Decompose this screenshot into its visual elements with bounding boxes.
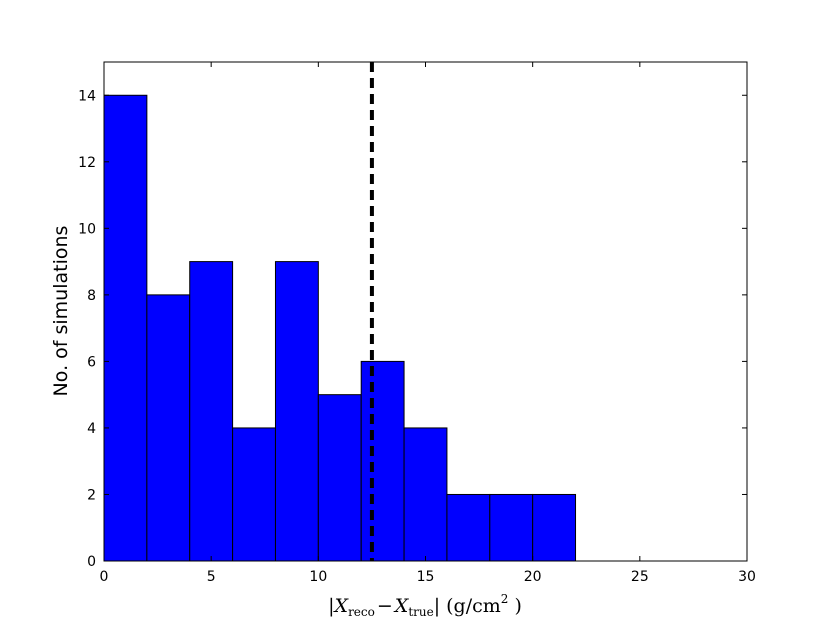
x-tick-label: 30 — [738, 569, 756, 585]
y-tick-label: 6 — [87, 354, 96, 370]
x-axis-title-symbol-1: X — [333, 595, 350, 617]
x-axis-title-subscript-1: reco — [348, 605, 375, 619]
x-tick-label: 20 — [524, 569, 542, 585]
y-tick-label: 0 — [87, 554, 96, 570]
y-tick-label: 4 — [87, 421, 96, 437]
histogram-bar — [317, 394, 362, 562]
y-tick-label: 8 — [87, 288, 96, 304]
histogram-bar — [274, 261, 319, 562]
histogram-bar — [403, 427, 448, 562]
histogram-bar — [360, 360, 405, 562]
x-tick-label: 25 — [631, 569, 649, 585]
x-axis-title-minus: − — [377, 595, 393, 617]
histogram-bar — [189, 261, 234, 562]
x-axis-title-subscript-2: true — [408, 605, 433, 619]
histogram-bar — [532, 493, 577, 562]
histogram-bar — [103, 94, 148, 562]
x-tick-label: 5 — [207, 569, 216, 585]
x-axis-title-symbol-2: X — [393, 595, 410, 617]
y-axis-ticks: 0 2 4 6 8 10 12 14 — [78, 88, 747, 570]
histogram-bar — [146, 294, 191, 562]
y-tick-label: 10 — [78, 221, 96, 237]
x-tick-label: 15 — [417, 569, 435, 585]
x-axis-title-unit: | (g/cm — [434, 595, 501, 617]
y-tick-label: 2 — [87, 487, 96, 503]
y-tick-label: 14 — [78, 88, 96, 104]
x-axis-title: |Xreco − Xtrue| (g/cm2 ) — [328, 592, 522, 619]
x-tick-label: 10 — [309, 569, 327, 585]
histogram-bars — [103, 94, 577, 562]
x-axis-title-tail: ) — [508, 595, 521, 617]
x-tick-label: 0 — [100, 569, 109, 585]
x-axis-ticks: 0 5 10 15 20 25 30 — [100, 62, 756, 585]
histogram-bar — [446, 493, 491, 562]
histogram-bar — [489, 493, 534, 562]
x-axis-title-open-bar: | — [328, 595, 334, 617]
y-axis-title: No. of simulations — [50, 226, 72, 397]
x-axis-title-superscript: 2 — [501, 592, 509, 606]
y-tick-label: 12 — [78, 155, 96, 171]
histogram-bar — [232, 427, 276, 562]
